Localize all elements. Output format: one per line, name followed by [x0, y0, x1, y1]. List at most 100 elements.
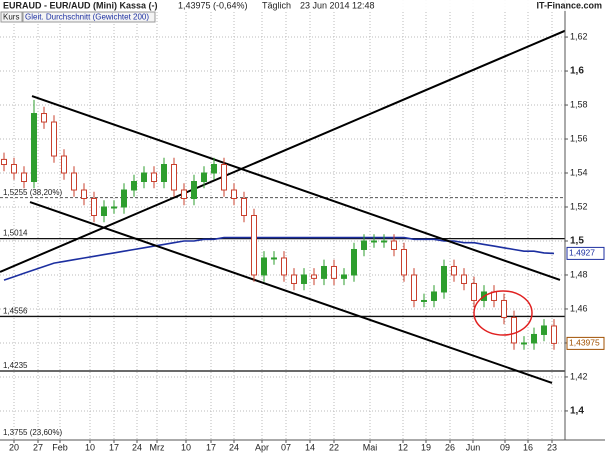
x-tick-label: 12: [398, 442, 408, 452]
candle-body: [251, 214, 257, 276]
y-tick-label: 1,5: [570, 236, 584, 247]
x-tick-label: Jun: [466, 442, 481, 452]
candle-body: [271, 257, 277, 260]
candle-body: [441, 265, 447, 293]
level-label: 1,4556: [3, 307, 28, 316]
y-tick-label: 1,54: [570, 167, 588, 177]
candle-body: [341, 274, 347, 279]
x-tick-label: 07: [281, 442, 291, 452]
candle-body: [31, 113, 37, 183]
x-tick-label: 17: [109, 442, 119, 452]
candle-body: [551, 325, 557, 344]
chart-title: EURAUD - EUR/AUD (Mini) Kassa (-): [3, 0, 158, 10]
candle-body: [221, 164, 227, 191]
candle-body: [211, 164, 217, 174]
y-tick-label: 1,62: [570, 31, 588, 41]
candle-body: [311, 274, 317, 279]
legend-box: [22, 11, 156, 23]
x-tick-label: 16: [523, 442, 533, 452]
candle-body: [91, 198, 97, 216]
x-tick-label: 17: [206, 442, 216, 452]
quote: 1,43975 (-0,64%): [178, 0, 248, 10]
trendline: [0, 29, 565, 273]
y-tick-label: 1,6: [570, 66, 584, 77]
legend-box: [0, 11, 23, 23]
level-label: 1,5014: [3, 229, 28, 238]
candle-body: [471, 282, 477, 301]
x-tick-label: 19: [421, 442, 431, 452]
candle-body: [421, 299, 427, 302]
candle-body: [231, 189, 237, 200]
candle-body: [151, 172, 157, 183]
highlight-circle: [473, 290, 533, 336]
candle-body: [501, 299, 507, 318]
candle-body: [301, 274, 307, 284]
grid: [0, 0, 565, 440]
candle-body: [81, 189, 87, 200]
candle-body: [101, 206, 107, 216]
plot-area: [0, 29, 565, 384]
level-label: 1,5255 (38,20%): [3, 188, 62, 197]
level-label: 1,3755 (23,60%): [3, 428, 62, 437]
candle-body: [71, 172, 77, 191]
x-tick-label: 24: [132, 442, 142, 452]
y-tick-label: 1,52: [570, 201, 588, 211]
candle-body: [241, 198, 247, 216]
y-tick-label: 1,42: [570, 371, 588, 381]
x-tick-label: 10: [85, 442, 95, 452]
x-tick-label: Mai: [363, 442, 378, 452]
x-tick-label: 27: [33, 442, 43, 452]
candle-body: [391, 240, 397, 250]
labels: 1,41,421,441,461,481,51,521,541,561,581,…: [3, 31, 605, 452]
candle-body: [281, 257, 287, 276]
legend-entry: Gleit. Durchschnitt (Gewichtet 200): [25, 13, 149, 22]
value-tag-label: 1,43975: [569, 338, 600, 348]
y-tick-label: 1,46: [570, 303, 588, 313]
x-tick-label: 14: [305, 442, 315, 452]
candle-body: [431, 291, 437, 301]
trendline: [29, 201, 553, 384]
trendline: [31, 95, 561, 281]
value-tag: [566, 336, 605, 350]
x-tick-label: 09: [500, 442, 510, 452]
candle-body: [41, 113, 47, 123]
candle-body: [191, 181, 197, 200]
candle-body: [401, 248, 407, 276]
x-tick-label: 10: [181, 442, 191, 452]
y-tick-label: 1,58: [570, 99, 588, 109]
candle-body: [521, 342, 527, 345]
candle-body: [171, 164, 177, 191]
candle-body: [451, 265, 457, 276]
x-tick-label: 22: [329, 442, 339, 452]
candle-body: [351, 248, 357, 276]
x-tick-label: 23: [547, 442, 557, 452]
candle-body: [461, 274, 467, 284]
candle-body: [411, 274, 417, 301]
candle-body: [61, 155, 67, 174]
x-tick-label: Feb: [52, 442, 68, 452]
candle-body: [361, 240, 367, 250]
candle-body: [531, 333, 537, 344]
candle-body: [111, 206, 117, 209]
candle-body: [11, 164, 17, 174]
candle-body: [381, 240, 387, 243]
x-tick-label: 20: [9, 442, 19, 452]
x-tick-label: 26: [445, 442, 455, 452]
candle-body: [131, 181, 137, 191]
candle-body: [121, 189, 127, 208]
x-tick-label: Mrz: [150, 442, 165, 452]
candle-body: [321, 265, 327, 279]
candle-body: [1, 158, 7, 166]
candle-body: [21, 172, 27, 183]
value-tag-label: 1,4927: [569, 248, 595, 258]
candle-body: [181, 189, 187, 200]
moving-average-line: [3, 236, 555, 281]
candle-body: [51, 121, 57, 157]
y-tick-label: 1,56: [570, 133, 588, 143]
value-tag: [566, 246, 605, 260]
level-label: 1,4235: [3, 361, 28, 370]
interval: Täglich: [262, 0, 291, 10]
candle-body: [331, 265, 337, 279]
